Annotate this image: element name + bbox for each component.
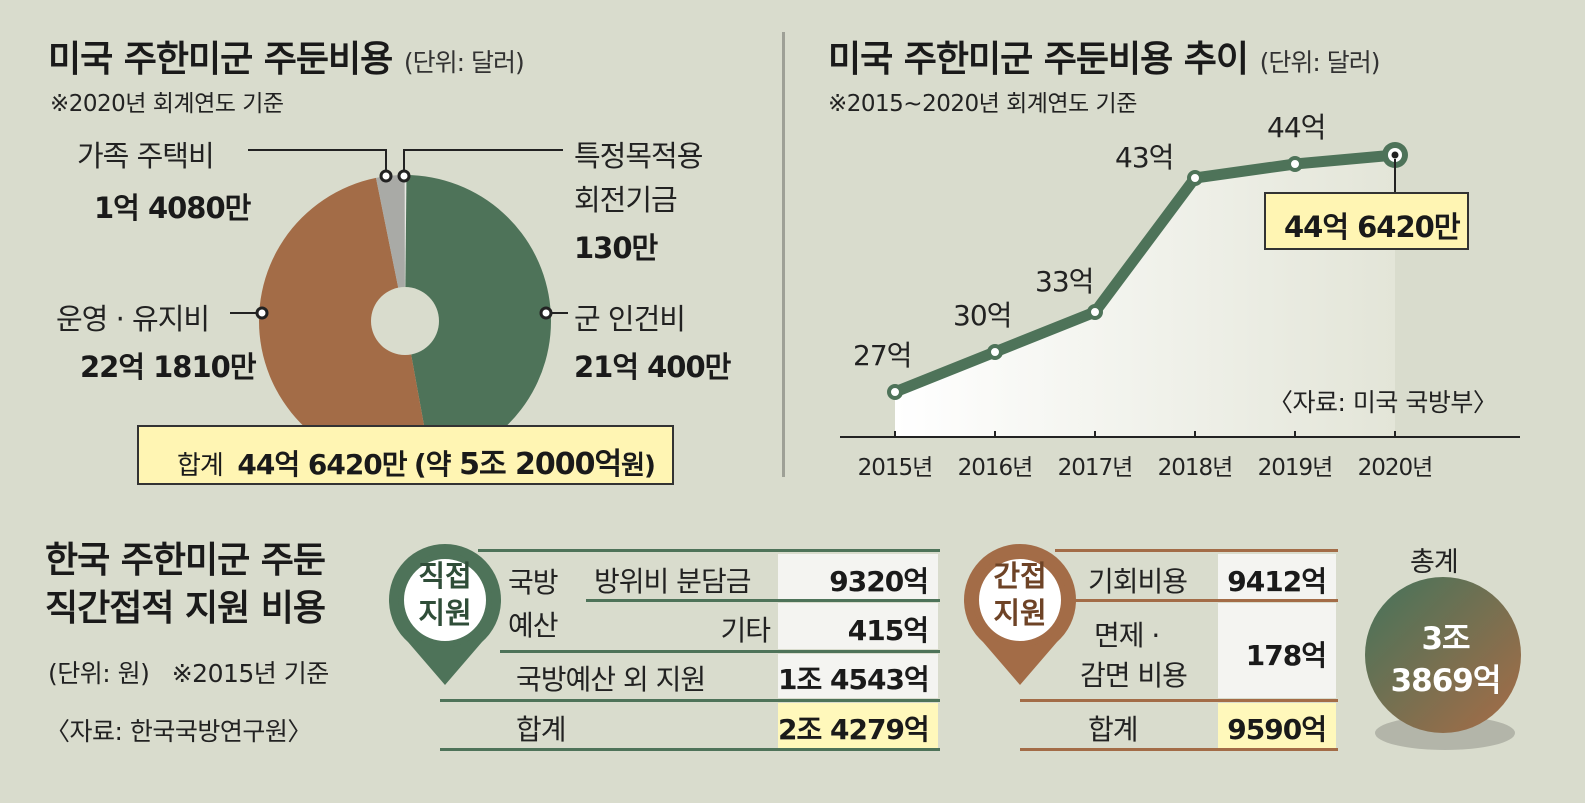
pie-title: 미국 주한미군 주둔비용 (단위: 달러): [48, 39, 525, 80]
direct-group-2: 예산: [508, 609, 559, 642]
label-housing-name: 가족 주택비: [77, 139, 215, 173]
point-3: [1187, 170, 1203, 186]
line-title: 미국 주한미군 주둔비용 추이 (단위: 달러): [828, 39, 1380, 80]
indirect-line-bottom: [1020, 748, 1338, 751]
label-housing-value: 1억 4080만: [94, 191, 251, 225]
leader-dot-fund: [397, 169, 411, 183]
pie-slice-housing: [375, 175, 405, 321]
pie-total-paren-open: (약: [413, 448, 460, 481]
point-0: [887, 384, 903, 400]
direct-line-1: [586, 599, 940, 602]
indirect-badge-text: 간접 지원: [993, 559, 1047, 630]
line-chart: [840, 142, 1520, 438]
direct-group-1: 국방: [508, 566, 559, 599]
series-line: [889, 149, 1401, 398]
indirect-row-1-value-cell: [1218, 554, 1336, 600]
pie-slice-fund: [404, 175, 407, 321]
direct-badge-text: 직접 지원: [418, 559, 472, 630]
indirect-row-2-label-2: 감면 비용: [1080, 659, 1188, 692]
pie-hole: [371, 287, 439, 355]
line-note: ※2015~2020년 회계연도 기준: [828, 91, 1137, 117]
indirect-line-2: [1020, 699, 1338, 702]
direct-row-2-value-cell: [778, 603, 938, 649]
point-label-2: 33억: [1035, 265, 1094, 298]
direct-row-1-value-cell: [778, 554, 938, 600]
direct-row-1-value: 9320억: [829, 565, 929, 598]
x-tick-label-2: 2017년: [1057, 455, 1134, 481]
direct-total-value: 2조 4279억: [778, 713, 930, 746]
direct-total-value-cell: [778, 703, 938, 748]
label-ops-value: 22억 1810만: [80, 350, 257, 384]
point-label-4: 44억: [1267, 110, 1326, 144]
pie-total-paren-close: 원): [621, 451, 656, 481]
indirect-total-value-cell: [1218, 703, 1336, 748]
indirect-line-top: [1055, 549, 1338, 552]
direct-line-bottom: [440, 748, 940, 751]
indirect-line-1: [1070, 599, 1338, 602]
grand-total-value: 3조 3869억: [1363, 618, 1528, 702]
pie-total-label: 합계: [177, 451, 224, 481]
highlight-box: 44억 6420만: [1264, 192, 1469, 250]
support-title-line2: 직간접적 지원 비용: [45, 588, 326, 629]
pie-slice-ops: [259, 177, 425, 430]
direct-badge-pin: [389, 543, 501, 685]
direct-row-2-value: 415억: [847, 614, 929, 647]
x-tick-label-0: 2015년: [857, 455, 934, 481]
grand-total-line2: 3869억: [1390, 663, 1502, 699]
label-personnel-value: 21억 400만: [574, 350, 731, 384]
point-label-3: 43억: [1115, 141, 1174, 174]
indirect-row-1-value: 9412억: [1227, 565, 1327, 598]
leader-dot-housing: [379, 169, 393, 183]
direct-total-label: 합계: [516, 713, 567, 746]
grand-total-label: 총계: [1410, 547, 1459, 578]
direct-row-3-label: 국방예산 외 지원: [516, 663, 706, 696]
x-tick-label-5: 2020년: [1357, 455, 1434, 481]
indirect-badge-pin: [964, 543, 1076, 685]
direct-row-2-label: 기타: [720, 614, 771, 647]
leader-dot-ops: [255, 306, 269, 320]
label-fund-name-1: 특정목적용: [574, 139, 703, 173]
indirect-total-value: 9590억: [1227, 713, 1327, 746]
x-tick-label-3: 2018년: [1157, 455, 1234, 481]
grand-total-circle: [1365, 577, 1521, 750]
indirect-row-2-label-1: 면제 ·: [1094, 619, 1160, 652]
direct-line-3: [440, 699, 940, 702]
point-4: [1287, 155, 1303, 172]
label-personnel-name: 군 인건비: [574, 302, 686, 336]
x-tick-label-1: 2016년: [957, 455, 1034, 481]
label-fund-name-2: 회전기금: [574, 183, 678, 217]
point-2: [1087, 304, 1103, 320]
label-fund-value: 130만: [574, 231, 658, 265]
pie-chart: [230, 149, 568, 430]
support-source: 〈자료: 한국국방연구원〉: [45, 717, 312, 746]
indirect-total-label: 합계: [1088, 713, 1139, 746]
direct-line-top: [478, 549, 940, 552]
direct-row-3-value: 1조 4543억: [778, 663, 930, 696]
direct-line-2: [500, 650, 940, 653]
support-unit: (단위: 원) ※2015년 기준: [48, 659, 329, 688]
point-1: [987, 344, 1003, 360]
point-5: [1391, 151, 1399, 159]
direct-row-1-label: 방위비 분담금: [594, 565, 751, 598]
support-title-line1: 한국 주한미군 주둔: [45, 540, 326, 581]
support-title: 한국 주한미군 주둔 직간접적 지원 비용: [45, 537, 326, 633]
pie-note: ※2020년 회계연도 기준: [50, 91, 284, 117]
leader-dot-personnel: [539, 306, 553, 320]
label-ops-name: 운영 · 유지비: [56, 302, 210, 336]
indirect-row-2-value: 178억: [1245, 639, 1327, 672]
x-tick-label-4: 2019년: [1257, 455, 1334, 481]
pie-total-krw: 5조 2000억: [459, 447, 622, 482]
grand-total-line1: 3조: [1421, 621, 1470, 657]
pie-total-box: 합계 44억 6420만 (약 5조 2000억원): [137, 425, 674, 485]
pie-slice-personnel: [405, 175, 551, 430]
point-label-0: 27억: [853, 339, 912, 372]
indirect-row-2-value-cell: [1218, 603, 1336, 698]
highlight-value: 44억 6420만: [1284, 210, 1461, 244]
point-label-1: 30억: [953, 299, 1012, 332]
section-divider: [782, 32, 785, 477]
direct-row-3-value-cell: [778, 654, 938, 698]
line-source: 〈자료: 미국 국방부〉: [1268, 388, 1498, 417]
indirect-row-1-label: 기회비용: [1088, 565, 1188, 598]
pie-total-value: 44억 6420만: [237, 448, 407, 481]
